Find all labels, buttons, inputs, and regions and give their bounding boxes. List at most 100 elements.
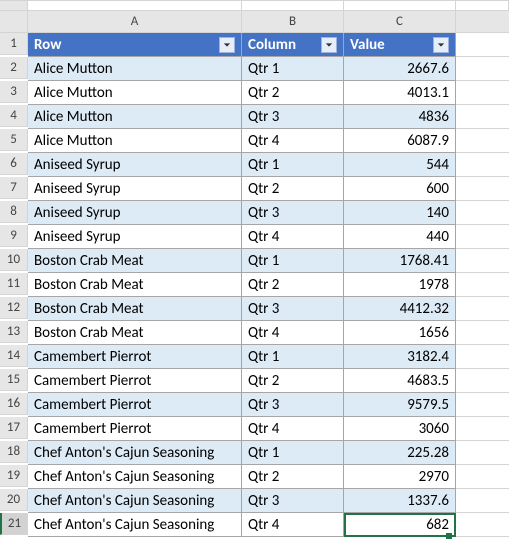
- cell-row[interactable]: Chef Anton's Cajun Seasoning: [28, 441, 242, 465]
- cell-value[interactable]: 682: [344, 513, 456, 537]
- cell-value[interactable]: 6087.9: [344, 129, 456, 153]
- row-header[interactable]: 13: [0, 321, 28, 343]
- cell-row[interactable]: Alice Mutton: [28, 105, 242, 129]
- cell-column[interactable]: Qtr 3: [242, 489, 344, 513]
- cell-row[interactable]: Aniseed Syrup: [28, 201, 242, 225]
- cell-row[interactable]: Alice Mutton: [28, 57, 242, 81]
- column-header[interactable]: A: [28, 11, 242, 33]
- cell-row[interactable]: Chef Anton's Cajun Seasoning: [28, 465, 242, 489]
- filter-dropdown-button[interactable]: [321, 37, 337, 53]
- cell-value[interactable]: 440: [344, 225, 456, 249]
- cell-column[interactable]: Qtr 4: [242, 129, 344, 153]
- cell-value[interactable]: 9579.5: [344, 393, 456, 417]
- row-header[interactable]: 8: [0, 201, 28, 223]
- cell-column[interactable]: Qtr 3: [242, 105, 344, 129]
- cell-column[interactable]: Qtr 2: [242, 273, 344, 297]
- cell-row[interactable]: Boston Crab Meat: [28, 321, 242, 345]
- row-header[interactable]: 21: [0, 513, 28, 535]
- filter-dropdown-button[interactable]: [433, 37, 449, 53]
- cell-column[interactable]: Qtr 2: [242, 369, 344, 393]
- cell-blank: [456, 249, 509, 273]
- cell-value[interactable]: 3182.4: [344, 345, 456, 369]
- table-header-cell[interactable]: Column: [242, 33, 344, 57]
- cell-row[interactable]: Alice Mutton: [28, 129, 242, 153]
- cell-value[interactable]: 4836: [344, 105, 456, 129]
- spreadsheet-grid[interactable]: ABC1RowColumnValue2Alice MuttonQtr 12667…: [0, 0, 509, 537]
- row-header[interactable]: 10: [0, 249, 28, 271]
- cell-column[interactable]: Qtr 1: [242, 249, 344, 273]
- cell-value[interactable]: 2667.6: [344, 57, 456, 81]
- row-header[interactable]: 1: [0, 33, 28, 55]
- cell-value[interactable]: 544: [344, 153, 456, 177]
- cell-blank[interactable]: [344, 1, 456, 11]
- table-header-cell[interactable]: Value: [344, 33, 456, 57]
- cell-row[interactable]: Chef Anton's Cajun Seasoning: [28, 489, 242, 513]
- row-header[interactable]: 4: [0, 105, 28, 127]
- cell-column[interactable]: Qtr 3: [242, 201, 344, 225]
- table-header-cell[interactable]: Row: [28, 33, 242, 57]
- cell-column[interactable]: Qtr 1: [242, 153, 344, 177]
- cell-blank: [456, 513, 509, 537]
- cell-value[interactable]: 1656: [344, 321, 456, 345]
- cell-blank: [456, 201, 509, 225]
- row-header[interactable]: 5: [0, 129, 28, 151]
- cell-value[interactable]: 3060: [344, 417, 456, 441]
- cell-column[interactable]: Qtr 4: [242, 321, 344, 345]
- cell-row[interactable]: Aniseed Syrup: [28, 225, 242, 249]
- row-header[interactable]: 3: [0, 81, 28, 103]
- cell-row[interactable]: Camembert Pierrot: [28, 393, 242, 417]
- cell-column[interactable]: Qtr 1: [242, 441, 344, 465]
- cell-column[interactable]: Qtr 3: [242, 297, 344, 321]
- cell-column[interactable]: Qtr 2: [242, 177, 344, 201]
- cell-value[interactable]: 4013.1: [344, 81, 456, 105]
- row-header[interactable]: 11: [0, 273, 28, 295]
- fill-handle[interactable]: [446, 533, 452, 539]
- row-header[interactable]: 12: [0, 297, 28, 319]
- cell-column[interactable]: Qtr 3: [242, 393, 344, 417]
- cell-blank[interactable]: [28, 1, 242, 11]
- cell-row[interactable]: Aniseed Syrup: [28, 177, 242, 201]
- cell-column[interactable]: Qtr 4: [242, 225, 344, 249]
- cell-blank: [456, 153, 509, 177]
- cell-row[interactable]: Camembert Pierrot: [28, 369, 242, 393]
- cell-value[interactable]: 4683.5: [344, 369, 456, 393]
- row-header[interactable]: 9: [0, 225, 28, 247]
- cell-value[interactable]: 600: [344, 177, 456, 201]
- cell-row[interactable]: Boston Crab Meat: [28, 249, 242, 273]
- cell-column[interactable]: Qtr 4: [242, 417, 344, 441]
- cell-row[interactable]: Camembert Pierrot: [28, 417, 242, 441]
- cell-value[interactable]: 1337.6: [344, 489, 456, 513]
- cell-row[interactable]: Alice Mutton: [28, 81, 242, 105]
- cell-row[interactable]: Aniseed Syrup: [28, 153, 242, 177]
- cell-row[interactable]: Camembert Pierrot: [28, 345, 242, 369]
- select-all-corner[interactable]: [0, 11, 28, 33]
- cell-column[interactable]: Qtr 2: [242, 465, 344, 489]
- cell-value[interactable]: 2970: [344, 465, 456, 489]
- column-header[interactable]: C: [344, 11, 456, 33]
- row-header[interactable]: 2: [0, 57, 28, 79]
- filter-dropdown-button[interactable]: [219, 37, 235, 53]
- cell-value[interactable]: 1978: [344, 273, 456, 297]
- row-header[interactable]: 14: [0, 345, 28, 367]
- cell-column[interactable]: Qtr 1: [242, 345, 344, 369]
- cell-row[interactable]: Boston Crab Meat: [28, 273, 242, 297]
- cell-row[interactable]: Boston Crab Meat: [28, 297, 242, 321]
- cell-value[interactable]: 140: [344, 201, 456, 225]
- row-header[interactable]: 17: [0, 417, 28, 439]
- cell-row[interactable]: Chef Anton's Cajun Seasoning: [28, 513, 242, 537]
- cell-blank[interactable]: [242, 1, 344, 11]
- cell-value[interactable]: 225.28: [344, 441, 456, 465]
- row-header[interactable]: 16: [0, 393, 28, 415]
- row-header[interactable]: 15: [0, 369, 28, 391]
- cell-value[interactable]: 4412.32: [344, 297, 456, 321]
- column-header[interactable]: B: [242, 11, 344, 33]
- row-header[interactable]: 20: [0, 489, 28, 511]
- cell-column[interactable]: Qtr 2: [242, 81, 344, 105]
- cell-value[interactable]: 1768.41: [344, 249, 456, 273]
- row-header[interactable]: 7: [0, 177, 28, 199]
- cell-column[interactable]: Qtr 1: [242, 57, 344, 81]
- row-header[interactable]: 19: [0, 465, 28, 487]
- row-header[interactable]: 18: [0, 441, 28, 463]
- cell-column[interactable]: Qtr 4: [242, 513, 344, 537]
- row-header[interactable]: 6: [0, 153, 28, 175]
